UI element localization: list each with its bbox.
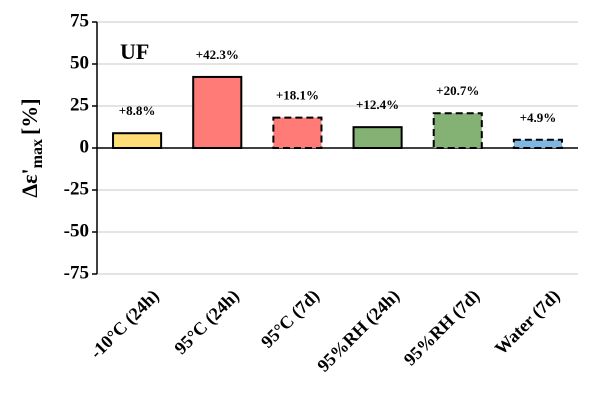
value-label: +42.3%: [196, 47, 239, 62]
y-tick-label: -25: [64, 178, 89, 199]
y-label-sub: max: [29, 139, 46, 168]
value-label: +18.1%: [276, 88, 319, 103]
x-tick-label: 95°C (7d): [257, 286, 324, 353]
bar: [112, 132, 163, 150]
value-label: +8.8%: [119, 103, 156, 118]
bar: [512, 138, 563, 150]
y-tick-label: -75: [64, 262, 89, 283]
x-tick-label: 95%RH (24h): [313, 286, 404, 377]
value-label: +4.9%: [520, 110, 557, 125]
value-label: +12.4%: [356, 97, 399, 112]
y-tick-label: 75: [70, 10, 89, 31]
bar: [432, 112, 483, 149]
y-label-text: Δε'max [%]: [17, 98, 46, 197]
bar: [272, 116, 323, 150]
bar: [192, 75, 243, 149]
y-tick-label: 25: [70, 94, 89, 115]
x-tick-label: -10°C (24h): [86, 286, 164, 364]
y-label-main: Δε': [17, 168, 42, 197]
bar: [352, 126, 403, 149]
value-label: +20.7%: [436, 83, 479, 98]
annotation: UF: [120, 39, 149, 64]
x-tick-label: 95%RH (7d): [400, 286, 485, 371]
y-tick-label: 50: [70, 52, 89, 73]
x-tick-label: Water (7d): [491, 286, 565, 360]
y-tick-label: -50: [64, 220, 89, 241]
y-tick-label: 0: [80, 136, 90, 157]
y-axis-label: Δε'max [%]: [17, 98, 46, 197]
y-label-unit: [%]: [17, 98, 42, 135]
x-tick-label: 95°C (24h): [170, 286, 243, 359]
